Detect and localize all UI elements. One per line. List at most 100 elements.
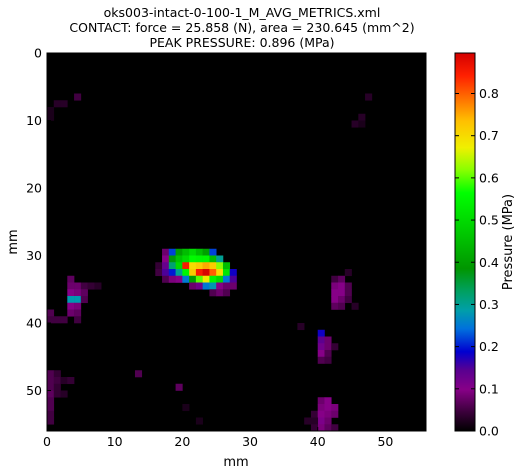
heatmap-cell [162,275,170,283]
heatmap-cell [216,262,224,270]
y-axis: 0 10 20 30 40 50 [26,46,426,398]
heatmap-cell [202,255,210,263]
heatmap-cell [53,316,61,324]
heatmap-cell [175,248,183,256]
heatmap-cell [310,424,319,432]
x-axis-label: mm [223,455,248,470]
heatmap-cell [60,377,68,385]
heatmap-cell [317,356,325,364]
x-axis: 0 10 20 30 40 50 [43,53,393,449]
heatmap-cell [324,343,332,351]
heatmap-cell [80,289,88,297]
heatmap-cell [209,289,217,297]
heatmap-cell [222,289,231,297]
heatmap-cell [310,410,319,418]
heatmap-cell [222,269,231,277]
heatmap-cell [324,410,332,418]
heatmap-cell [67,377,75,385]
heatmap-cell [74,309,82,317]
chart-title: oks003-intact-0-100-1_M_AVG_METRICS.xml [103,5,381,20]
heatmap-cell [216,255,224,263]
heatmap-cell [324,417,332,425]
heatmap-cell [168,248,176,256]
heatmap-cell [47,404,55,412]
colorbar-tick-label: 0.4 [479,255,499,270]
chart-subtitle-contact: CONTACT: force = 25.858 (N), area = 230.… [69,20,415,35]
heatmap-cell [74,302,82,310]
heatmap-cell [53,390,61,398]
heatmap-cell [202,282,210,290]
heatmap-cell [310,417,319,425]
heatmap-cell [182,275,190,283]
heatmap-cell [189,282,197,290]
y-tick-label: 10 [26,113,42,128]
heatmap-cell [317,424,325,432]
heatmap-cell [324,424,332,432]
heatmap-cell [216,275,224,283]
heatmap-cell [53,100,61,108]
heatmap-cell [324,336,332,344]
heatmap-cell [168,275,176,283]
heatmap-cell [229,282,237,290]
heatmap-cell [331,410,339,418]
heatmap-cell [222,275,231,283]
heatmap-cell [331,275,339,283]
heatmap-cell [195,262,203,270]
heatmap-cell [189,255,197,263]
heatmap-cell [209,282,217,290]
heatmap-cell [317,410,325,418]
heatmap-cell [338,289,346,297]
colorbar-tick-label: 0.5 [479,213,499,228]
x-tick-label: 50 [377,434,393,449]
heatmap-cell [182,269,190,277]
heatmap-cell [47,316,55,324]
heatmap-cell [47,410,55,418]
heatmap-cell [324,404,332,412]
heatmap-cell [317,343,325,351]
heatmap-cell [209,262,217,270]
heatmap-cell [195,275,203,283]
heatmap-cell [47,383,55,391]
heatmap-cell [338,282,346,290]
heatmap-cell [222,282,231,290]
heatmap-cell [317,350,325,358]
heatmap-cell [195,417,203,425]
heatmap-cell [155,269,163,277]
heatmap-cell [175,275,183,283]
heatmap-cell [67,289,75,297]
heatmap-cell [344,269,352,277]
heatmap-cell [195,255,203,263]
heatmap-cell [74,282,82,290]
heatmap-cell [344,289,352,297]
heatmap-cell [351,120,359,128]
heatmap-cell [94,282,102,290]
heatmap-cell [53,383,61,391]
heatmap-cell [317,329,325,337]
heatmap-cell [304,417,312,425]
y-tick-label: 30 [26,248,42,263]
y-axis-label: mm [6,229,21,254]
heatmap-cell [216,282,224,290]
heatmap-cell [60,316,68,324]
x-tick-label: 30 [242,434,258,449]
heatmap-cell [209,255,217,263]
heatmap-cell [74,93,82,101]
heatmap-cell [317,417,325,425]
heatmap-cell [67,296,75,304]
heatmap-cell [74,296,82,304]
heatmap-cell [47,390,55,398]
heatmap-cell [331,343,339,351]
heatmap-cell [175,269,183,277]
heatmap-cell [331,289,339,297]
colorbar-tick-label: 0.1 [479,381,499,396]
y-tick-label: 0 [34,46,42,61]
colorbar-tick-label: 0.0 [479,424,499,439]
heatmap-cell [317,404,325,412]
heatmap-cell [216,289,224,297]
heatmap-cell [168,262,176,270]
heatmap-cell [182,404,190,412]
heatmap-cell [229,269,237,277]
heatmap-cell [358,120,366,128]
heatmap-cell [338,275,346,283]
heatmap-cell [162,269,170,277]
